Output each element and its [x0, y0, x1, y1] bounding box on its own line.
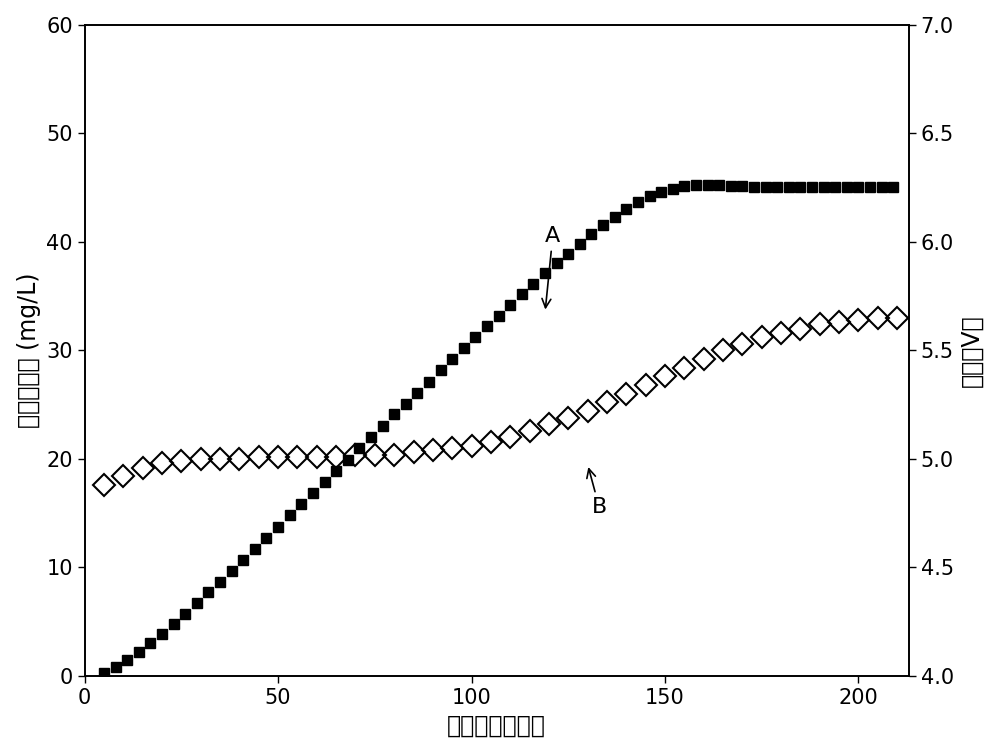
Text: B: B — [587, 469, 607, 517]
X-axis label: 电解时间（分）: 电解时间（分） — [447, 713, 546, 737]
Y-axis label: 有效氯浓度 (mg/L): 有效氯浓度 (mg/L) — [17, 272, 41, 428]
Text: A: A — [542, 225, 560, 308]
Y-axis label: 电压（V）: 电压（V） — [959, 314, 983, 387]
